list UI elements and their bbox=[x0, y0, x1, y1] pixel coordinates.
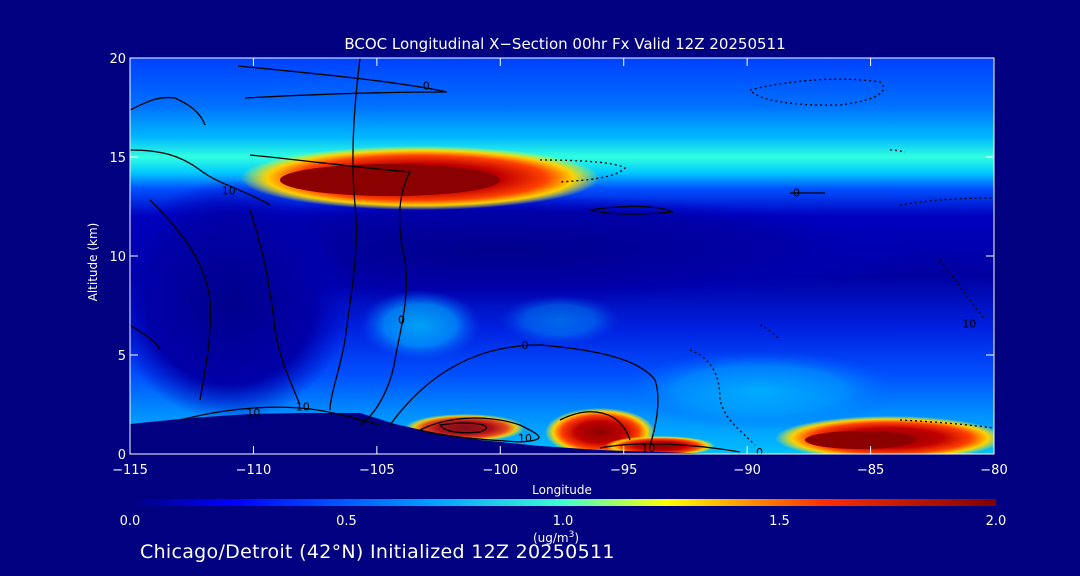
colorbar-unit-close: ) bbox=[574, 531, 579, 545]
contour-label: 10 bbox=[296, 400, 310, 413]
location-init-label: Chicago/Detroit (42°N) Initialized 12Z 2… bbox=[140, 541, 615, 563]
x-tick-label: −100 bbox=[482, 463, 518, 478]
terrain-mask bbox=[130, 413, 994, 455]
contour-label: 10 bbox=[641, 442, 655, 455]
x-tick-label: −85 bbox=[857, 463, 884, 478]
contour-label: 10 bbox=[222, 185, 236, 198]
x-tick-label: −95 bbox=[610, 463, 637, 478]
x-tick-label: −115 bbox=[112, 463, 148, 478]
y-tick-label: 15 bbox=[109, 151, 126, 166]
concentration-field bbox=[130, 58, 994, 454]
colorbar-tick-label: 2.0 bbox=[986, 514, 1007, 529]
colorbar-ticks: 0.0 0.5 1.0 1.5 2.0 bbox=[120, 514, 1007, 529]
contour-label: 0 bbox=[521, 339, 528, 352]
x-tick-label: −80 bbox=[980, 463, 1007, 478]
contour-label: 10 bbox=[518, 432, 532, 445]
contour-label: 0 bbox=[793, 187, 800, 200]
colorbar bbox=[130, 499, 996, 506]
colorbar-unit: (ug/m3) bbox=[533, 530, 579, 545]
y-tick-label: 20 bbox=[109, 52, 126, 67]
colorbar-unit-sup: 3 bbox=[569, 530, 575, 540]
x-axis-label: Longitude bbox=[532, 483, 592, 497]
y-axis-label: Altitude (km) bbox=[86, 223, 100, 302]
contour-labels: 0 10 0 0 0 10 10 10 10 10 0 bbox=[222, 80, 977, 459]
colorbar-tick-label: 0.0 bbox=[120, 514, 141, 529]
x-axis: −115 −110 −105 −100 −95 −90 −85 −80 bbox=[112, 58, 1008, 478]
colorbar-tick-label: 1.5 bbox=[769, 514, 790, 529]
contour-label: 0 bbox=[423, 80, 430, 93]
y-tick-label: 5 bbox=[118, 349, 126, 364]
colorbar-unit-text: (ug/m bbox=[533, 531, 569, 545]
colorbar-tick-label: 0.5 bbox=[336, 514, 357, 529]
y-tick-label: 10 bbox=[109, 250, 126, 265]
y-tick-label: 0 bbox=[118, 448, 126, 463]
contour-label: 10 bbox=[246, 406, 260, 419]
y-axis: 0 5 10 15 20 bbox=[109, 52, 994, 463]
contour-label: 0 bbox=[756, 446, 763, 459]
contour-label: 0 bbox=[398, 313, 405, 326]
x-tick-label: −110 bbox=[236, 463, 272, 478]
x-tick-label: −105 bbox=[359, 463, 395, 478]
contour-lines bbox=[130, 58, 994, 453]
chart-title: BCOC Longitudinal X−Section 00hr Fx Vali… bbox=[344, 35, 785, 53]
colorbar-tick-label: 1.0 bbox=[553, 514, 574, 529]
x-tick-label: −90 bbox=[733, 463, 760, 478]
contour-label: 10 bbox=[962, 317, 976, 330]
